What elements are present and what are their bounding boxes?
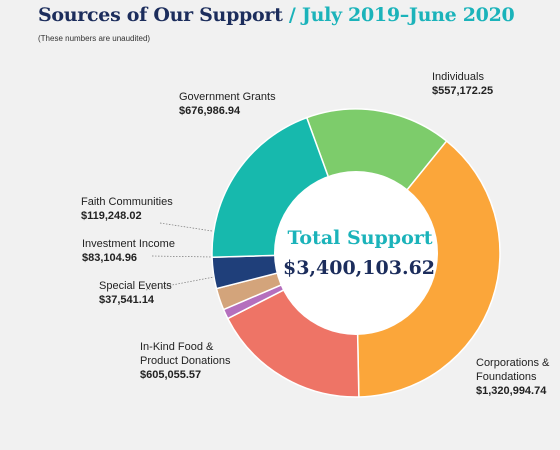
label-corporations-name2: Foundations	[476, 371, 537, 383]
leader-lines	[145, 222, 215, 291]
label-corporations-name1: Corporations &	[476, 357, 550, 369]
label-inkind: In-Kind Food & Product Donations $605,05…	[140, 340, 231, 382]
page-title: Sources of Our Support / July 2019–June …	[38, 4, 515, 26]
label-inkind-value: $605,055.57	[140, 369, 202, 381]
label-individuals-value: $557,172.25	[432, 85, 494, 97]
center-value: $3,400,103.62	[283, 257, 435, 279]
label-investment-value: $83,104.96	[82, 252, 138, 264]
label-investment-name: Investment Income	[82, 238, 175, 250]
label-inkind-name1: In-Kind Food &	[140, 341, 214, 353]
label-inkind-name2: Product Donations	[140, 355, 231, 367]
title-main: Sources of Our Support	[38, 4, 283, 26]
label-government-name: Government Grants	[179, 91, 276, 103]
leader-line-special	[145, 276, 215, 291]
label-government: Government Grants $676,986.94	[179, 90, 276, 118]
donut-hole	[274, 171, 438, 335]
unaudited-note: (These numbers are unaudited)	[38, 34, 151, 43]
label-faith-name: Faith Communities	[81, 196, 173, 208]
label-government-value: $676,986.94	[179, 105, 241, 117]
label-faith-value: $119,248.02	[81, 210, 142, 222]
center-label: Total Support	[287, 227, 432, 249]
title-period: / July 2019–June 2020	[282, 4, 515, 26]
label-corporations: Corporations & Foundations $1,320,994.74	[476, 356, 549, 398]
label-investment: Investment Income $83,104.96	[82, 237, 175, 265]
leader-line-faith	[159, 222, 213, 232]
leader-line-investment	[151, 255, 213, 258]
label-corporations-value: $1,320,994.74	[476, 385, 547, 397]
label-special-value: $37,541.14	[99, 294, 155, 306]
label-individuals: Individuals $557,172.25	[432, 70, 493, 98]
label-individuals-name: Individuals	[432, 71, 484, 83]
label-special: Special Events $37,541.14	[99, 279, 172, 307]
label-special-name: Special Events	[99, 280, 172, 292]
label-faith: Faith Communities $119,248.02	[81, 195, 173, 223]
